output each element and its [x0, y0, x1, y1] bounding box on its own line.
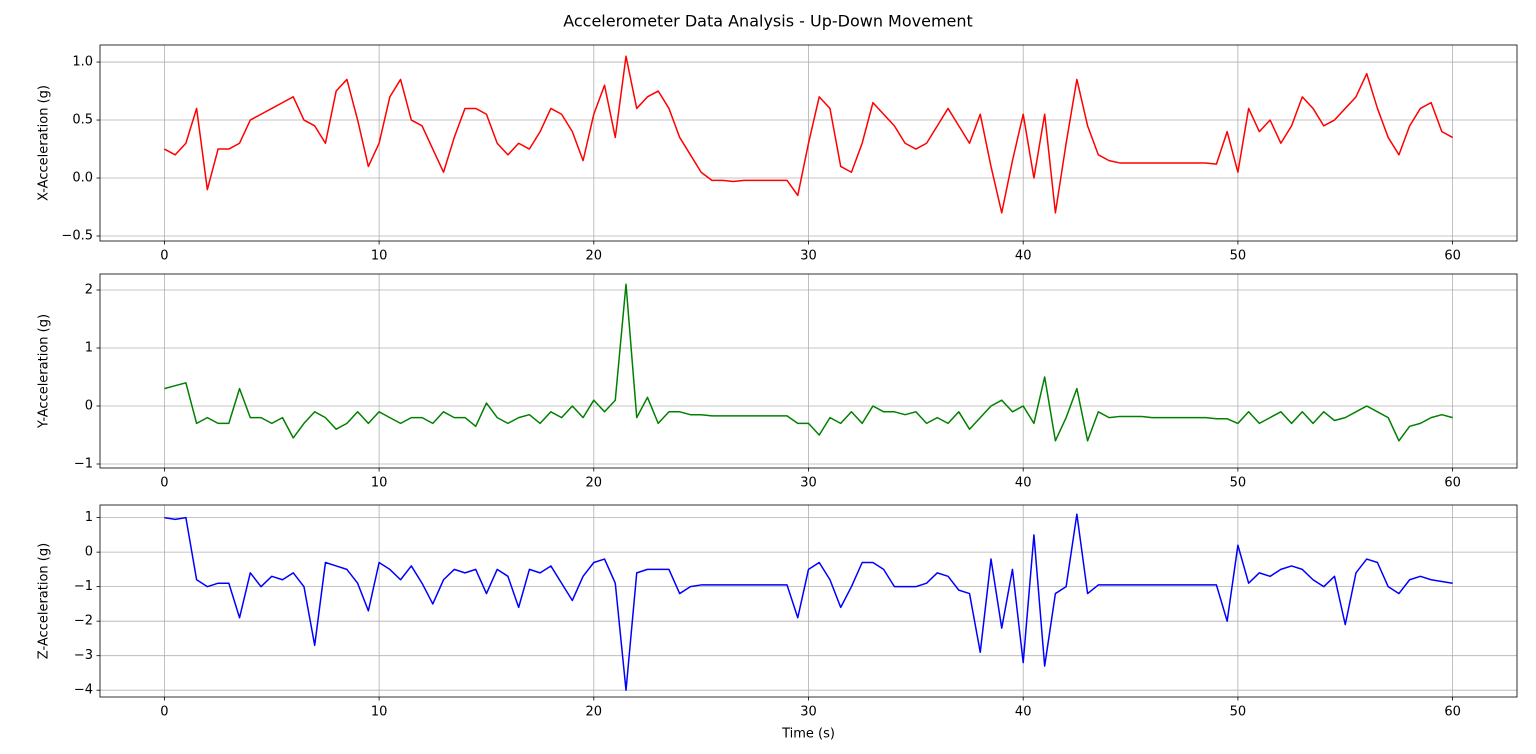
y-tick-label: −3	[74, 648, 93, 663]
axes-frame	[99, 273, 1518, 469]
x-tick-label: 40	[1015, 705, 1032, 720]
data-line	[164, 513, 1453, 691]
y-tick-label: −4	[74, 683, 93, 698]
axes-frame	[99, 504, 1518, 698]
y-tick-label: 1	[85, 510, 93, 525]
y-tick-label: 1.0	[72, 55, 93, 70]
y-tick-label: 0.5	[72, 113, 93, 128]
x-tick-label: 40	[1015, 476, 1032, 491]
x-tick-label: 60	[1444, 249, 1461, 264]
y-axis-label: Z-Acceleration (g)	[37, 543, 52, 659]
y-tick-label: 2	[85, 283, 93, 298]
y-tick-label: −0.5	[61, 229, 93, 244]
x-tick-label: 20	[586, 705, 603, 720]
y-axis-label: X-Acceleration (g)	[37, 85, 52, 201]
x-tick-label: 60	[1444, 705, 1461, 720]
x-tick-label: 30	[800, 476, 817, 491]
data-line	[164, 55, 1453, 214]
x-tick-label: 10	[371, 476, 388, 491]
x-tick-label: 0	[160, 476, 168, 491]
y-tick-label: −1	[74, 456, 93, 471]
y-tick-label: 1	[85, 341, 93, 356]
x-tick-label: 50	[1230, 705, 1247, 720]
x-tick-label: 20	[586, 476, 603, 491]
x-tick-label: 60	[1444, 476, 1461, 491]
x-tick-label: 0	[160, 705, 168, 720]
axes-frame	[99, 44, 1518, 242]
x-tick-label: 50	[1230, 249, 1247, 264]
y-tick-label: 0	[85, 399, 93, 414]
x-tick-label: 50	[1230, 476, 1247, 491]
y-tick-label: −2	[74, 614, 93, 629]
figure-title: Accelerometer Data Analysis - Up-Down Mo…	[563, 12, 973, 31]
x-tick-label: 0	[160, 249, 168, 264]
x-tick-label: 30	[800, 705, 817, 720]
x-tick-label: 20	[586, 249, 603, 264]
y-tick-label: −1	[74, 579, 93, 594]
x-tick-label: 10	[371, 705, 388, 720]
y-tick-label: 0.0	[72, 171, 93, 186]
y-tick-label: 0	[85, 545, 93, 560]
x-tick-label: 30	[800, 249, 817, 264]
data-line	[164, 283, 1453, 442]
y-axis-label: Y-Acceleration (g)	[37, 314, 52, 429]
x-tick-label: 10	[371, 249, 388, 264]
x-axis-label: Time (s)	[781, 727, 835, 742]
x-tick-label: 40	[1015, 249, 1032, 264]
